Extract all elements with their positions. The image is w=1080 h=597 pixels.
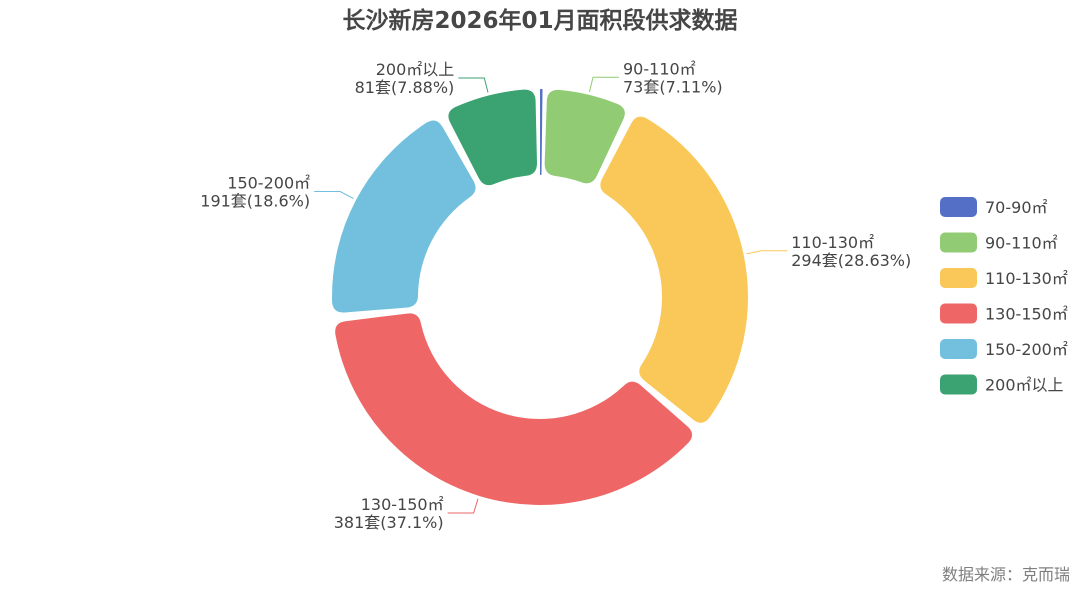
leader-line-4 bbox=[314, 191, 354, 199]
data-label-name-1: 90-110㎡ bbox=[623, 59, 696, 78]
data-label-name-4: 150-200㎡ bbox=[227, 174, 310, 193]
slice-3[interactable] bbox=[335, 313, 693, 505]
data-label-value-3: 381套(37.1%) bbox=[334, 513, 444, 532]
slice-2[interactable] bbox=[600, 116, 749, 423]
source-note: 数据来源：克而瑞 bbox=[942, 565, 1070, 584]
data-label-name-5: 200㎡以上 bbox=[376, 60, 455, 79]
data-label-name-3: 130-150㎡ bbox=[361, 495, 444, 514]
leader-line-1 bbox=[588, 76, 619, 92]
leader-lines-group bbox=[314, 76, 788, 514]
legend-label-2[interactable]: 110-130㎡ bbox=[985, 269, 1068, 288]
legend-label-5[interactable]: 200㎡以上 bbox=[985, 376, 1064, 395]
legend-swatch-2[interactable] bbox=[940, 268, 977, 288]
data-label-value-1: 73套(7.11%) bbox=[623, 77, 723, 96]
slice-5[interactable] bbox=[448, 89, 537, 186]
data-label-name-2: 110-130㎡ bbox=[791, 233, 874, 252]
legend-label-3[interactable]: 130-150㎡ bbox=[985, 305, 1068, 324]
legend-swatch-0[interactable] bbox=[940, 197, 977, 217]
slice-4[interactable] bbox=[332, 120, 476, 313]
slice-1[interactable] bbox=[544, 89, 625, 184]
leader-line-5 bbox=[458, 77, 489, 93]
legend[interactable]: 70-90㎡ 90-110㎡ 110-130㎡ 130-150㎡ 150-200㎡ 200… bbox=[940, 197, 1068, 395]
slice-0[interactable] bbox=[540, 89, 543, 176]
chart-title: 长沙新房2026年01月面积段供求数据 bbox=[342, 7, 737, 34]
legend-swatch-3[interactable] bbox=[940, 303, 977, 324]
legend-swatch-5[interactable] bbox=[940, 374, 977, 395]
legend-swatch-4[interactable] bbox=[940, 339, 977, 359]
legend-label-1[interactable]: 90-110㎡ bbox=[985, 234, 1058, 253]
leader-line-2 bbox=[746, 250, 788, 255]
data-label-value-5: 81套(7.88%) bbox=[355, 78, 455, 97]
slices-group bbox=[332, 89, 749, 505]
legend-label-4[interactable]: 150-200㎡ bbox=[985, 340, 1068, 359]
data-label-value-2: 294套(28.63%) bbox=[791, 251, 911, 270]
data-label-value-4: 191套(18.6%) bbox=[200, 192, 310, 211]
legend-swatch-1[interactable] bbox=[940, 232, 977, 253]
legend-label-0[interactable]: 70-90㎡ bbox=[985, 198, 1048, 217]
leader-line-3 bbox=[447, 498, 479, 514]
